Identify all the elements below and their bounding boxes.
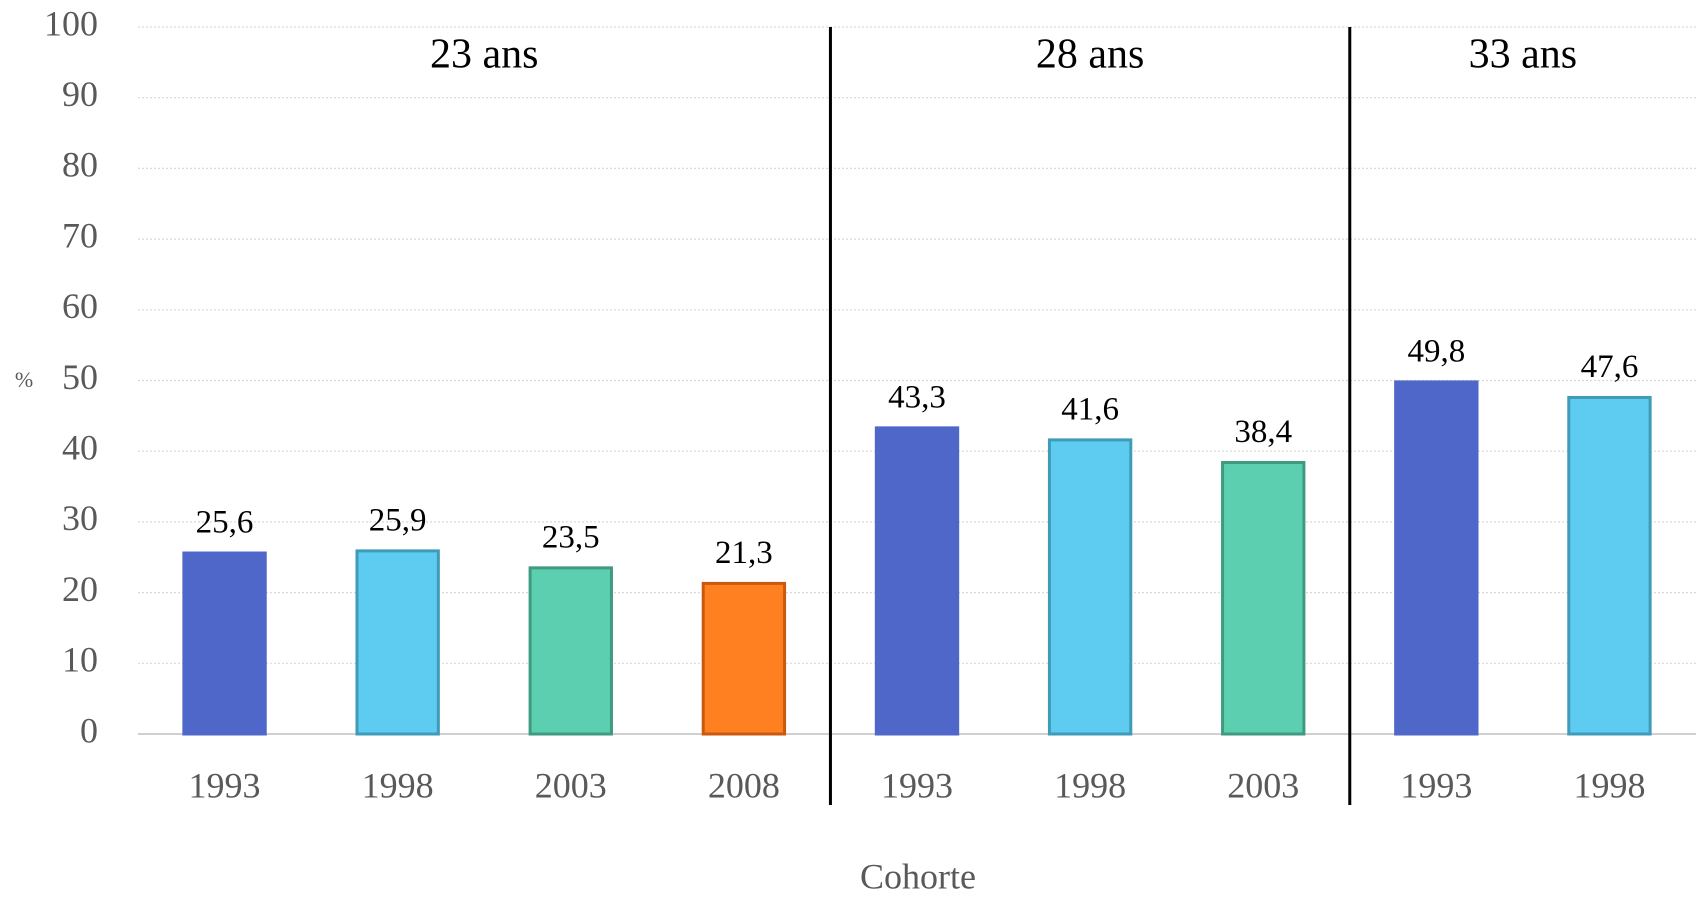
y-tick-label: 90 (62, 74, 98, 114)
x-tick-label: 2008 (708, 765, 780, 805)
value-label: 38,4 (1234, 414, 1292, 450)
x-tick-label: 1998 (362, 765, 434, 805)
y-tick-label: 60 (62, 286, 98, 326)
value-label: 49,8 (1407, 333, 1465, 369)
x-tick-label: 2003 (535, 765, 607, 805)
bar (1394, 380, 1479, 736)
y-tick-label: 50 (62, 357, 98, 397)
x-tick-label: 1998 (1573, 765, 1645, 805)
y-tick-label: 70 (62, 215, 98, 255)
value-label: 25,6 (196, 505, 254, 541)
y-axis-label: % (15, 367, 33, 392)
bar (528, 566, 613, 736)
value-label: 25,9 (369, 502, 427, 538)
group-label: 23 ans (430, 32, 539, 78)
bar (874, 426, 960, 736)
bar (355, 549, 440, 736)
y-tick-label: 40 (62, 427, 98, 467)
bar (1221, 461, 1306, 736)
bar (182, 551, 267, 736)
bar (1047, 438, 1133, 736)
x-tick-label: 1993 (189, 765, 261, 805)
x-tick-label: 1993 (1400, 765, 1472, 805)
y-tick-label: 80 (62, 145, 98, 185)
value-label: 21,3 (715, 535, 773, 571)
bar (701, 581, 787, 736)
value-label: 43,3 (888, 379, 946, 415)
y-tick-label: 0 (80, 710, 98, 750)
bar (1567, 395, 1652, 736)
group-label: 33 ans (1469, 32, 1578, 78)
x-tick-label: 2003 (1227, 765, 1299, 805)
x-tick-label: 1993 (881, 765, 953, 805)
value-label: 23,5 (542, 519, 600, 555)
y-tick-label: 20 (62, 569, 98, 609)
value-label: 47,6 (1581, 349, 1639, 385)
value-label: 41,6 (1061, 391, 1119, 427)
group-label: 28 ans (1036, 32, 1145, 78)
x-axis-label: Cohorte (860, 856, 976, 896)
y-tick-label: 10 (62, 640, 98, 680)
x-tick-label: 1998 (1054, 765, 1126, 805)
y-tick-label: 30 (62, 498, 98, 538)
y-tick-label: 100 (44, 3, 98, 43)
